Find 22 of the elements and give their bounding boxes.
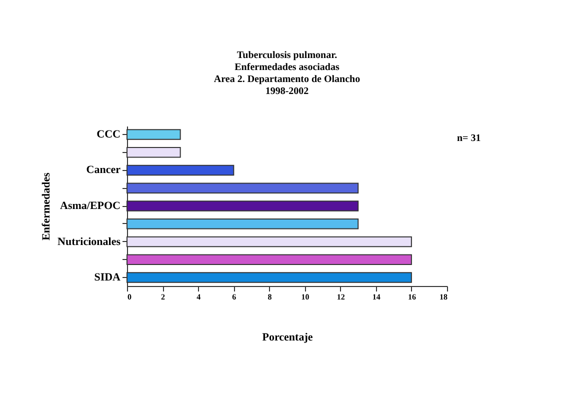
y-axis-title: Enfermedades: [40, 172, 53, 240]
x-tick-label: 8: [268, 292, 272, 302]
x-tick-label: 12: [336, 292, 345, 302]
y-tick-label: Cancer: [86, 164, 121, 176]
x-axis-title: Porcentaje: [262, 332, 313, 344]
x-tick-label: 10: [301, 292, 310, 302]
x-tick-label: 4: [196, 292, 201, 302]
y-tick-label: CCC: [96, 128, 121, 140]
x-tick-label: 14: [372, 292, 380, 302]
y-tick-label: SIDA: [94, 272, 121, 284]
text: Tuberculosis pulmonar.: [236, 50, 338, 61]
x-tick-label: 18: [440, 292, 448, 302]
text: Enfermedades asociadas: [234, 62, 340, 73]
x-tick-label: 0: [128, 292, 132, 302]
y-tick-label: Nutricionales: [58, 236, 122, 248]
y-tick-label: Asma/EPOC: [60, 200, 121, 212]
x-tick-label: 2: [161, 292, 166, 302]
x-tick-label: 16: [408, 292, 416, 302]
x-tick-label: 6: [232, 292, 236, 302]
text: 1998-2002: [265, 86, 309, 97]
text: n= 31: [457, 133, 481, 144]
text: Area 2. Departamento de Olancho: [214, 74, 360, 85]
